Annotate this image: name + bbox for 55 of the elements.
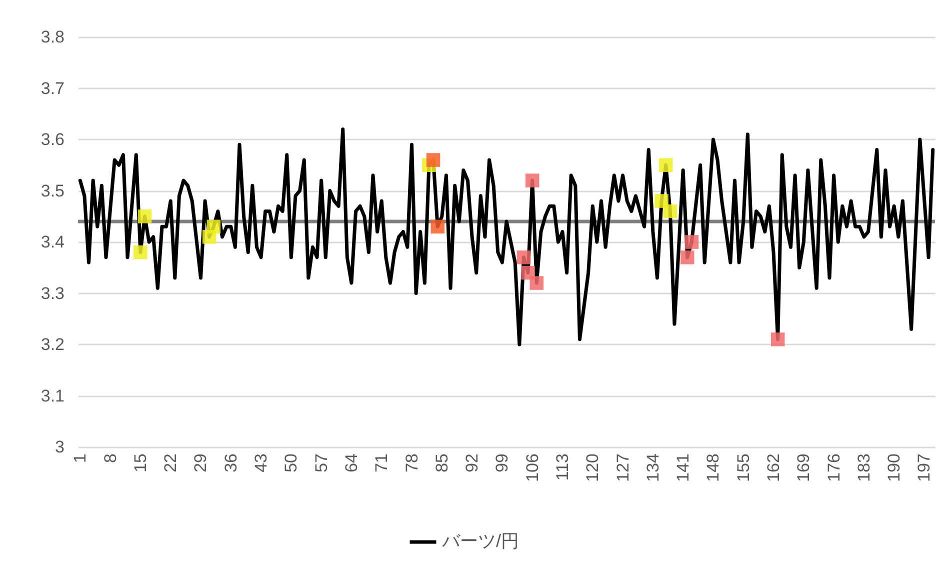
point [684,235,699,249]
y-tick-label: 3.4 [40,232,64,252]
x-tick-label: 176 [824,454,844,482]
x-tick-label: 190 [884,454,904,482]
x-tick-label: 64 [342,454,361,472]
x-tick-label: 134 [643,454,662,482]
point [426,153,440,167]
point [654,194,668,208]
x-tick-label: 148 [704,454,723,482]
y-tick-label: 3.5 [40,181,64,200]
y-tick-label: 3.2 [40,335,64,354]
x-tick-label: 162 [764,454,784,482]
y-tick-label: 3.8 [40,28,64,46]
x-tick-label: 183 [854,454,874,482]
y-tick-label: 3.1 [40,386,64,406]
y-tick-label: 3.3 [40,284,64,303]
x-tick-label: 50 [282,454,301,472]
x-tick-label: 22 [161,454,180,472]
point [658,158,673,172]
point [516,250,531,264]
x-tick-label: 127 [613,454,632,482]
point [134,245,148,260]
x-tick-label: 1 [70,454,90,463]
x-tick-label: 169 [794,454,814,482]
x-tick-label: 141 [674,454,693,482]
x-tick-label: 78 [402,454,422,472]
x-tick-label: 120 [583,454,602,482]
point [770,332,785,346]
x-tick-label: 113 [552,454,572,481]
x-tick-label: 8 [100,454,120,463]
point [663,204,678,218]
x-tick-label: 106 [522,454,542,482]
point [138,209,152,224]
x-tick-label: 29 [191,454,210,472]
point [680,250,694,264]
y-tick-label: 3.6 [40,130,64,149]
x-tick-label: 155 [734,454,753,482]
x-tick-label: 71 [372,454,392,472]
x-tick-label: 197 [914,454,934,482]
line-series [78,128,935,346]
x-tick-label: 43 [252,454,271,472]
x-tick-label: 99 [492,454,512,472]
point [521,266,535,280]
point [430,220,444,234]
y-tick-label: 3 [55,438,64,456]
x-tick-label: 36 [221,454,240,472]
x-tick-label: 92 [462,454,482,472]
x-tick-label: 15 [130,454,150,472]
legend-label: バーツ/円 [441,531,520,551]
x-tick-label: 85 [432,454,452,472]
y-tick-label: 3.7 [40,78,64,98]
point [530,276,544,290]
x-tick-label: 57 [312,454,331,472]
point [206,220,221,234]
point [525,174,540,188]
